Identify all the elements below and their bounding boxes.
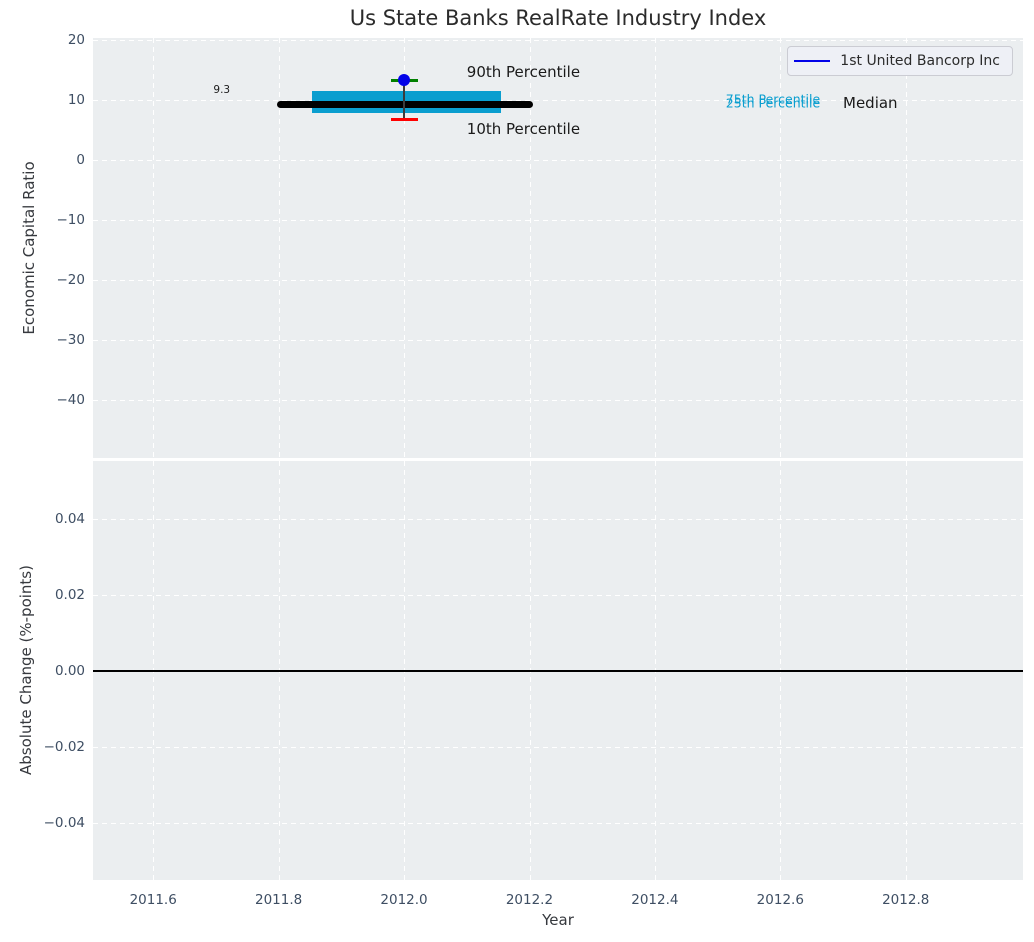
y-tick-label: −0.04 [43, 814, 85, 831]
y-tick-label: −0.02 [43, 738, 85, 755]
x-tick-label: 2011.8 [254, 892, 303, 908]
y-tick-label: −40 [56, 391, 86, 408]
gridline-horizontal [93, 100, 1023, 101]
gridline-horizontal [93, 40, 1023, 41]
gridline-horizontal [93, 822, 1023, 824]
gridline-vertical [529, 38, 531, 458]
legend-label: 1st United Bancorp Inc [840, 53, 1000, 69]
annotation-10th-percentile: 10th Percentile [466, 119, 581, 138]
gridline-horizontal [93, 160, 1023, 161]
median-line [277, 100, 533, 108]
y-tick-label: 0.02 [54, 587, 85, 604]
gridline-vertical [278, 38, 280, 458]
x-tick-label: 2012.0 [380, 892, 428, 908]
percentile-10-cap [390, 118, 418, 122]
y-tick-label: −20 [56, 271, 86, 288]
x-tick-label: 2012.4 [631, 892, 679, 908]
company-point [398, 74, 410, 87]
gridline-vertical [153, 38, 155, 458]
y-tick-label: 0.04 [54, 511, 85, 528]
y-tick-label: 0 [76, 151, 85, 168]
annotation-90th-percentile: 90th Percentile [466, 62, 581, 81]
chart-title: Us State Banks RealRate Industry Index [349, 6, 767, 30]
y-tick-label: −30 [56, 331, 86, 348]
zero-line [93, 670, 1023, 673]
y-tick-label: 20 [67, 31, 85, 48]
top-subplot: 1st United Bancorp Inc 90th Percentile 10… [93, 38, 1023, 458]
top-y-axis-label: Economic Capital Ratio [20, 161, 38, 335]
y-tick-label: 0.00 [54, 663, 85, 680]
whisker-line [403, 80, 405, 120]
gridline-vertical [654, 38, 656, 458]
gridline-horizontal [93, 340, 1023, 341]
annotation-25th-percentile: 25th Percentile [725, 95, 821, 111]
x-tick-label: 2012.2 [505, 892, 554, 908]
gridline-vertical [905, 38, 907, 458]
gridline-vertical [780, 38, 782, 458]
gridline-horizontal [93, 400, 1023, 401]
y-tick-label: −10 [56, 211, 86, 228]
legend: 1st United Bancorp Inc [787, 46, 1013, 76]
gridline-horizontal [93, 280, 1023, 281]
gridline-horizontal [93, 220, 1023, 221]
annotation-75th-percentile: 75th Percentile [725, 91, 821, 107]
gridline-horizontal [93, 595, 1023, 597]
y-tick-label: 10 [67, 91, 85, 108]
gridline-vertical [404, 38, 405, 458]
bottom-subplot [93, 461, 1023, 880]
annotation-9-3: 9.3 [213, 84, 231, 97]
x-axis-label: Year [542, 911, 574, 929]
x-tick-label: 2012.8 [882, 892, 930, 908]
x-tick-label: 2011.6 [129, 892, 177, 908]
gridline-horizontal [93, 746, 1023, 748]
gridline-horizontal [93, 519, 1023, 521]
legend-line-sample-icon [794, 60, 831, 62]
annotation-median: Median [843, 94, 898, 112]
x-tick-label: 2012.6 [756, 892, 804, 908]
